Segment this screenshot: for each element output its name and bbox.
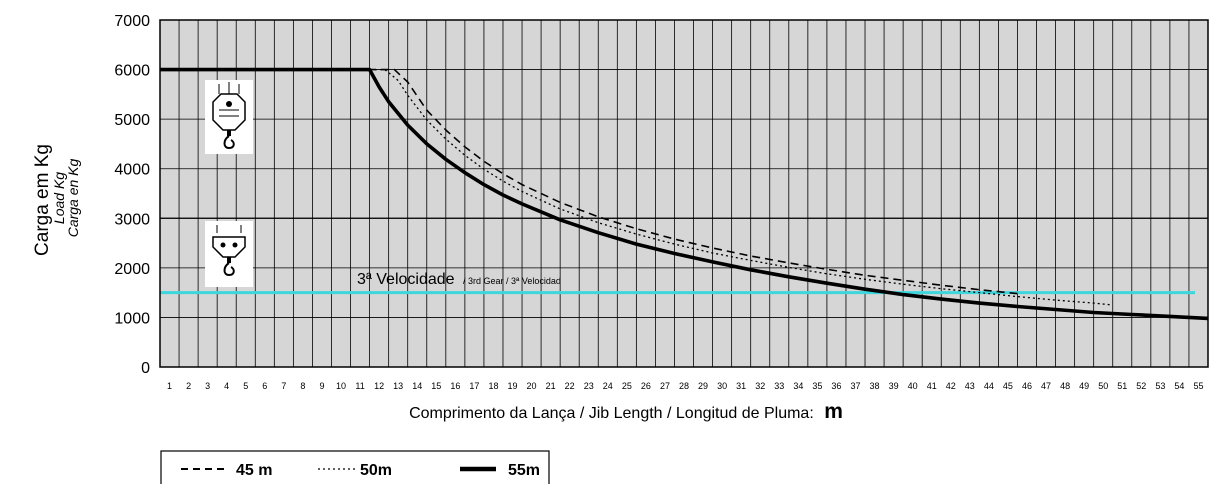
- x-tick-label: 45: [1003, 381, 1013, 391]
- x-tick-label: 6: [262, 381, 267, 391]
- x-tick-label: 26: [641, 381, 651, 391]
- x-tick-label: 5: [243, 381, 248, 391]
- x-tick-label: 51: [1117, 381, 1127, 391]
- x-tick-labels: 1 2 3 4 5 6 7 8 9 10 11 12 13 14 15 16 17 18 19 20 21 22 23 24 2…: [167, 381, 1203, 391]
- series-line-1: [160, 68, 1113, 306]
- x-tick-label: 39: [889, 381, 899, 391]
- x-tick-label: 41: [927, 381, 937, 391]
- x-tick-label: 17: [469, 381, 479, 391]
- x-tick-label: 20: [527, 381, 537, 391]
- x-tick-label: 33: [774, 381, 784, 391]
- x-tick-label: 47: [1041, 381, 1051, 391]
- y-axis-label: Carga em Kg: [32, 144, 53, 256]
- y-tick-label: 3000: [114, 211, 150, 228]
- x-tick-label: 31: [736, 381, 746, 391]
- legend-label-50m: 50m: [360, 462, 392, 479]
- y-tick-label: 5000: [114, 112, 150, 129]
- y-axis-label-en: Load Kg: [51, 172, 67, 224]
- y-tick-label: 6000: [114, 63, 150, 80]
- plot-frame: [159, 19, 1209, 368]
- x-tick-label: 2: [186, 381, 191, 391]
- x-tick-label: 22: [565, 381, 575, 391]
- x-tick-label: 43: [965, 381, 975, 391]
- x-axis-label: Comprimento da Lança / Jib Length / Long…: [409, 400, 843, 423]
- x-tick-label: 10: [336, 381, 346, 391]
- third-gear-label-main: 3ª Velocidade: [357, 271, 455, 288]
- y-tick-label: 4000: [114, 162, 150, 179]
- y-tick-label: 2000: [114, 261, 150, 278]
- plot-background: [160, 20, 1208, 367]
- x-tick-label: 53: [1155, 381, 1165, 391]
- x-tick-label: 3: [205, 381, 210, 391]
- x-tick-label: 16: [450, 381, 460, 391]
- legend: 45 m 50m 55m: [160, 450, 550, 484]
- y-tick-label: 7000: [114, 13, 150, 30]
- hook-block-2-fall-icon: [205, 221, 253, 287]
- x-tick-label: 13: [393, 381, 403, 391]
- y-axis-label-es: Carga en Kg: [65, 158, 81, 237]
- x-tick-label: 50: [1098, 381, 1108, 391]
- x-tick-label: 36: [831, 381, 841, 391]
- x-axis-label-text: Comprimento da Lança / Jib Length / Long…: [409, 405, 814, 422]
- x-tick-label: 28: [679, 381, 689, 391]
- series-line-0: [160, 68, 1018, 295]
- third-gear-label-sub: / 3rd Gear / 3ª Velocidad: [463, 276, 561, 286]
- x-tick-label: 18: [488, 381, 498, 391]
- x-tick-label: 37: [850, 381, 860, 391]
- x-tick-label: 27: [660, 381, 670, 391]
- x-tick-label: 30: [717, 381, 727, 391]
- legend-label-55m: 55m: [508, 462, 540, 479]
- y-tick-label: 0: [141, 360, 150, 377]
- x-axis-unit: m: [824, 400, 843, 423]
- x-tick-label: 54: [1174, 381, 1184, 391]
- x-tick-label: 1: [167, 381, 172, 391]
- x-tick-label: 15: [431, 381, 441, 391]
- x-tick-label: 11: [355, 381, 364, 391]
- x-tick-label: 19: [508, 381, 518, 391]
- x-tick-label: 21: [546, 381, 556, 391]
- y-tick-labels: 0 1000 2000 3000 4000 5000 6000 7000: [114, 13, 150, 377]
- x-tick-label: 8: [300, 381, 305, 391]
- third-gear-label: 3ª Velocidade / 3rd Gear / 3ª Velocidad: [357, 271, 561, 288]
- series-line-2: [160, 67, 1209, 321]
- series-lines: [160, 67, 1209, 321]
- x-tick-label: 34: [793, 381, 803, 391]
- x-tick-label: 49: [1079, 381, 1089, 391]
- x-tick-label: 7: [281, 381, 286, 391]
- x-tick-label: 40: [908, 381, 918, 391]
- x-tick-label: 52: [1136, 381, 1146, 391]
- x-tick-label: 38: [870, 381, 880, 391]
- x-tick-label: 25: [622, 381, 632, 391]
- x-tick-label: 29: [698, 381, 708, 391]
- x-tick-label: 55: [1193, 381, 1203, 391]
- x-tick-label: 24: [603, 381, 613, 391]
- y-tick-label: 1000: [114, 310, 150, 327]
- hook-block-4-fall-icon: [205, 80, 253, 154]
- legend-label-45m: 45 m: [236, 462, 272, 479]
- x-tick-label: 48: [1060, 381, 1070, 391]
- x-tick-label: 35: [812, 381, 822, 391]
- x-tick-label: 44: [984, 381, 994, 391]
- x-tick-label: 32: [755, 381, 765, 391]
- x-tick-label: 9: [319, 381, 324, 391]
- x-tick-label: 42: [946, 381, 956, 391]
- x-tick-label: 46: [1022, 381, 1032, 391]
- x-tick-label: 23: [584, 381, 594, 391]
- x-tick-label: 12: [374, 381, 384, 391]
- x-tick-label: 4: [224, 381, 229, 391]
- x-tick-label: 14: [412, 381, 422, 391]
